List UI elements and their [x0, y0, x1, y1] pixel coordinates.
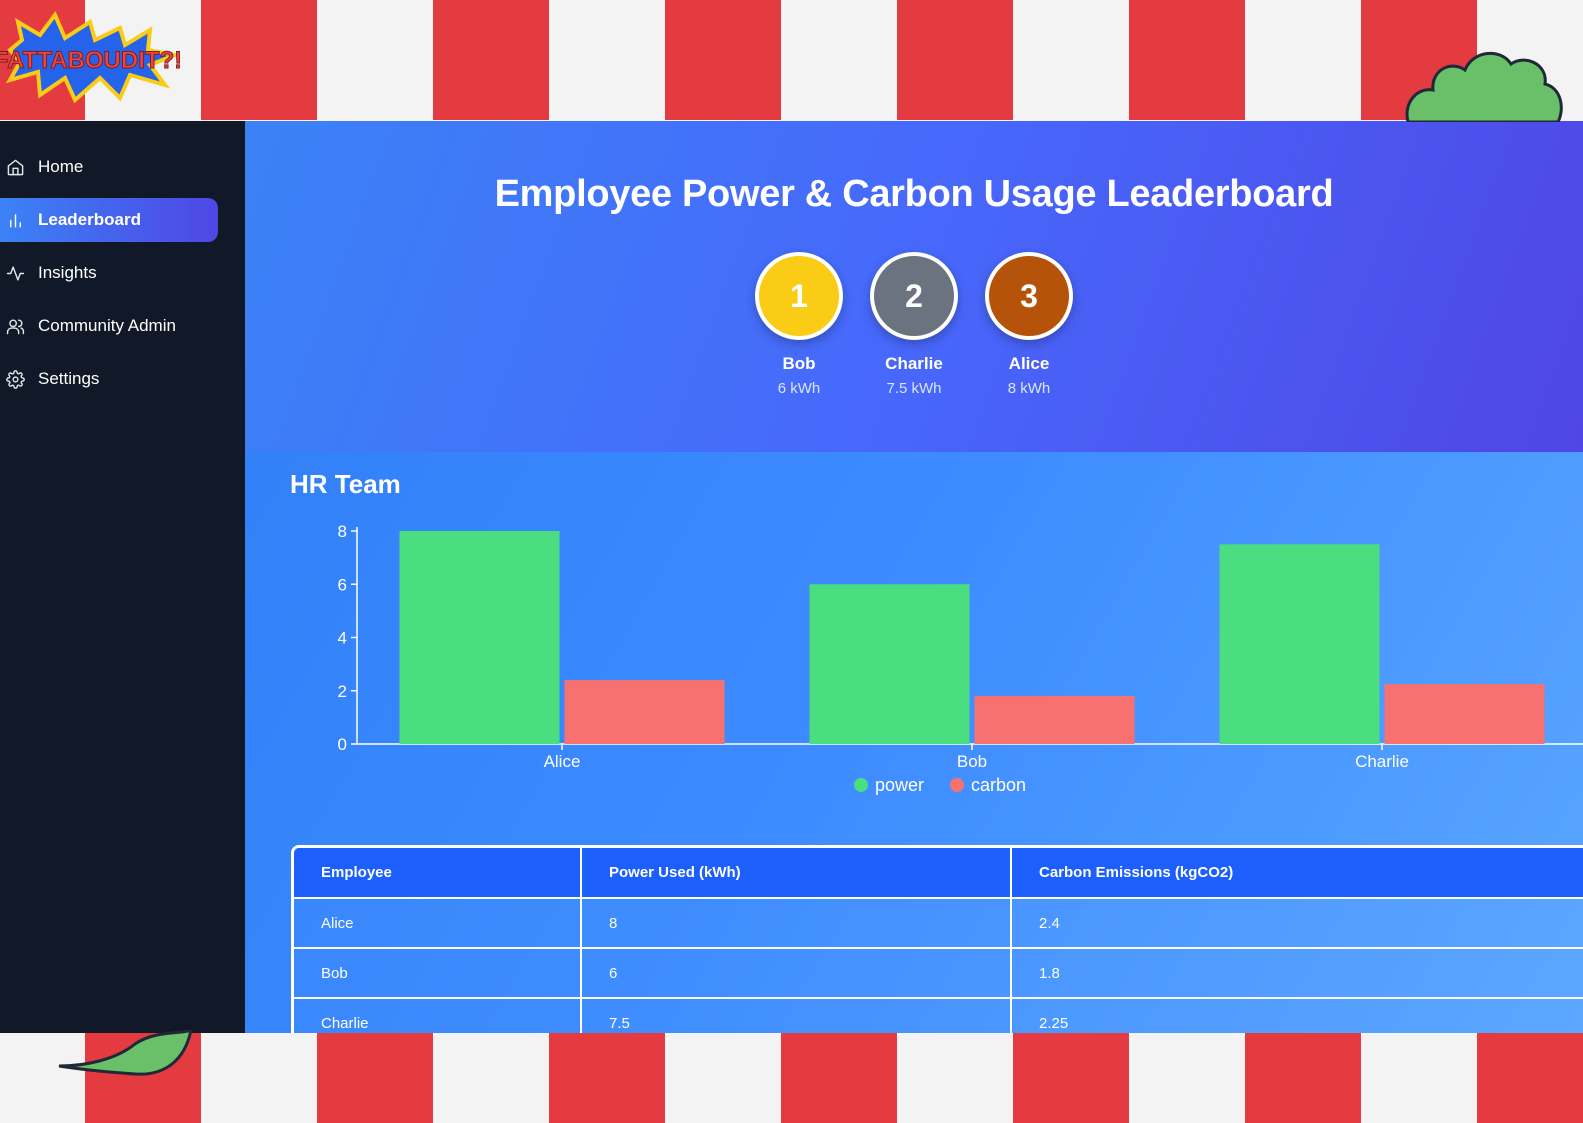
sidebar-item-label: Insights — [38, 263, 97, 282]
bush-decoration — [1405, 51, 1563, 122]
main-content: Employee Power & Carbon Usage Leaderboar… — [245, 121, 1583, 1033]
table-row: Bob 6 1.8 — [294, 947, 1583, 998]
cell-carbon: 2.4 — [1011, 897, 1583, 948]
cell-carbon: 2.25 — [1011, 997, 1583, 1033]
bar-power — [399, 531, 560, 744]
x-tick-label: Alice — [544, 752, 581, 771]
sidebar: Home Leaderboard Insights Community Admi… — [0, 121, 245, 1033]
x-tick-label: Charlie — [1355, 752, 1409, 771]
y-tick-label: 4 — [338, 629, 347, 648]
awning-stripe — [549, 0, 665, 120]
cell-power: 6 — [581, 947, 1012, 998]
cell-power: 7.5 — [581, 997, 1012, 1033]
podium-first: 1 Bob 6 kWh — [755, 252, 843, 397]
cell-employee: Alice — [294, 897, 582, 948]
medal-bronze: 3 — [985, 252, 1073, 340]
table-header-row: Employee Power Used (kWh) Carbon Emissio… — [294, 848, 1583, 898]
users-icon — [4, 315, 26, 337]
y-tick-label: 2 — [338, 682, 347, 701]
sidebar-item-label: Leaderboard — [38, 210, 141, 229]
awning-stripe — [781, 1033, 897, 1123]
awning-stripe — [201, 1033, 317, 1123]
podium-second: 2 Charlie 7.5 kWh — [870, 252, 958, 397]
awning-stripe — [1361, 1033, 1477, 1123]
awning-stripe — [433, 0, 549, 120]
podium-value: 8 kWh — [1007, 380, 1051, 397]
awning-stripe — [1013, 0, 1129, 120]
bar-carbon — [564, 680, 725, 744]
y-tick-label: 6 — [338, 575, 347, 594]
awning-stripe — [665, 0, 781, 120]
cell-employee: Bob — [294, 947, 582, 998]
bar-carbon — [974, 696, 1135, 744]
team-title: HR Team — [290, 469, 401, 499]
podium-name: Bob — [782, 354, 816, 373]
sidebar-item-insights[interactable]: Insights — [0, 251, 218, 295]
sidebar-item-settings[interactable]: Settings — [0, 357, 218, 401]
awning-stripes-top — [0, 0, 1583, 120]
column-header-carbon: Carbon Emissions (kgCO2) — [1011, 848, 1583, 898]
cell-carbon: 1.8 — [1011, 947, 1583, 998]
y-tick-label: 8 — [338, 522, 347, 541]
podium-value: 7.5 kWh — [886, 380, 942, 397]
awning-stripe — [1129, 0, 1245, 120]
activity-icon — [4, 262, 26, 284]
awning-stripe — [0, 1033, 85, 1123]
y-tick-label: 0 — [338, 735, 347, 754]
sidebar-item-community-admin[interactable]: Community Admin — [0, 304, 218, 348]
awning-stripe — [1013, 1033, 1129, 1123]
column-header-power: Power Used (kWh) — [581, 848, 1012, 898]
leaf-decoration — [58, 1030, 193, 1076]
sidebar-item-label: Home — [38, 157, 84, 176]
medal-gold: 1 — [755, 252, 843, 340]
podium: 1 Bob 6 kWh 2 Charlie 7.5 kWh 3 Alice 8 … — [245, 252, 1583, 397]
brand-logo: FATTABOUDIT?! — [0, 11, 180, 104]
podium-name: Alice — [1008, 354, 1050, 373]
column-header-employee: Employee — [294, 848, 582, 898]
awning-stripes-bottom — [0, 1033, 1583, 1123]
legend-swatch-carbon — [950, 778, 964, 792]
awning-stripe — [781, 0, 897, 120]
podium-name: Charlie — [885, 354, 943, 373]
bar-chart-icon — [4, 209, 26, 231]
awning-stripe — [549, 1033, 665, 1123]
awning-stripe — [1129, 1033, 1245, 1123]
awning-stripe — [897, 0, 1013, 120]
awning-stripe — [1245, 0, 1361, 120]
awning-stripe — [897, 1033, 1013, 1123]
awning-stripe — [201, 0, 317, 120]
table-row: Alice 8 2.4 — [294, 897, 1583, 948]
app-window: Home Leaderboard Insights Community Admi… — [0, 121, 1583, 1033]
cell-employee: Charlie — [294, 997, 582, 1033]
x-tick-label: Bob — [957, 752, 987, 771]
leaderboard-hero: Employee Power & Carbon Usage Leaderboar… — [245, 121, 1583, 452]
page-title: Employee Power & Carbon Usage Leaderboar… — [494, 173, 1334, 215]
awning-stripe — [317, 1033, 433, 1123]
awning-stripe — [665, 1033, 781, 1123]
legend-label-power: power — [875, 775, 924, 795]
sidebar-item-label: Settings — [38, 369, 100, 388]
bar-carbon — [1384, 684, 1545, 744]
table-row: Charlie 7.5 2.25 — [294, 997, 1583, 1033]
podium-value: 6 kWh — [777, 380, 821, 397]
bar-power — [1219, 544, 1380, 744]
awning-stripe — [1477, 1033, 1583, 1123]
sidebar-item-label: Community Admin — [38, 316, 176, 335]
team-bar-chart: 0 2 4 6 8 Alice Bob Charlie power carbon — [338, 522, 1583, 795]
medal-silver: 2 — [870, 252, 958, 340]
logo-text: FATTABOUDIT?! — [0, 47, 180, 74]
sidebar-item-home[interactable]: Home — [0, 145, 218, 189]
podium-third: 3 Alice 8 kWh — [985, 252, 1073, 397]
home-icon — [4, 156, 26, 178]
cell-power: 8 — [581, 897, 1012, 948]
awning-stripe — [1245, 1033, 1361, 1123]
awning-stripe — [317, 0, 433, 120]
legend-label-carbon: carbon — [971, 775, 1026, 795]
gear-icon — [4, 368, 26, 390]
legend-swatch-power — [854, 778, 868, 792]
awning-stripe — [433, 1033, 549, 1123]
sidebar-item-leaderboard[interactable]: Leaderboard — [0, 198, 218, 242]
usage-table: Employee Power Used (kWh) Carbon Emissio… — [291, 845, 1583, 1033]
bar-power — [809, 584, 970, 744]
